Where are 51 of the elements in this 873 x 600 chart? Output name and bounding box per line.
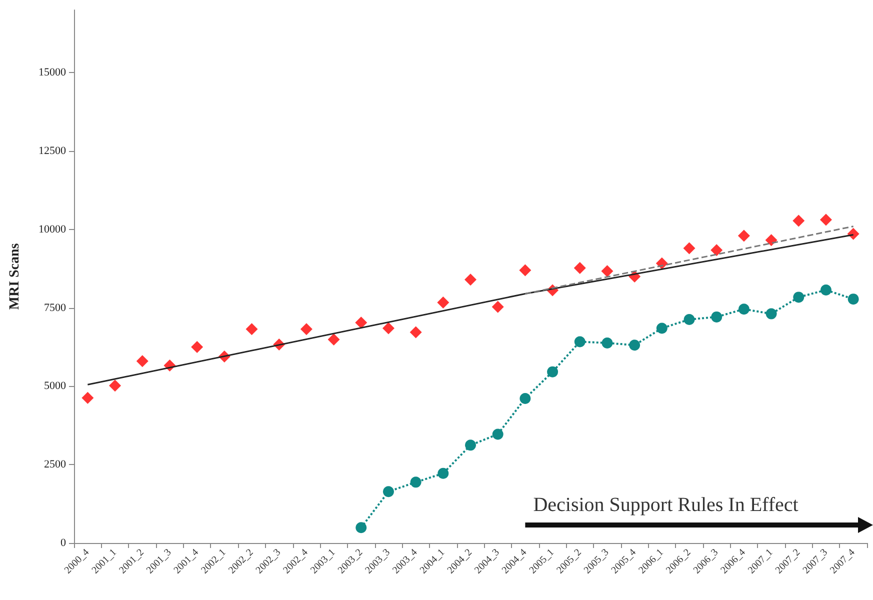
- point: [547, 366, 558, 378]
- point: [492, 300, 504, 313]
- point: [465, 440, 476, 451]
- point: [328, 334, 340, 346]
- point: [765, 234, 778, 246]
- point: [574, 336, 586, 348]
- point: [820, 284, 832, 296]
- point: [684, 314, 695, 325]
- point: [109, 380, 122, 392]
- point: [300, 323, 312, 336]
- point: [656, 322, 668, 334]
- point: [355, 316, 368, 329]
- point: [710, 244, 723, 256]
- point: [820, 214, 832, 226]
- point: [792, 214, 805, 227]
- y-tick-label: 12500: [38, 145, 66, 158]
- y-tick-label: 2500: [44, 458, 66, 471]
- point: [492, 428, 504, 440]
- point: [82, 392, 94, 404]
- y-axis-title: MRI Scans: [8, 242, 22, 310]
- point: [847, 228, 860, 240]
- point: [519, 264, 532, 276]
- point: [136, 355, 148, 368]
- y-tick-label: 0: [60, 537, 66, 549]
- point: [683, 242, 696, 254]
- point: [738, 230, 750, 242]
- point: [520, 392, 531, 404]
- y-tick-label: 10000: [38, 223, 66, 236]
- point: [601, 265, 614, 278]
- y-tick-label: 7500: [44, 302, 66, 314]
- point: [410, 476, 422, 488]
- point: [437, 296, 450, 309]
- point: [602, 337, 613, 348]
- point: [629, 340, 640, 351]
- point: [382, 486, 394, 498]
- point: [574, 262, 586, 274]
- point: [848, 294, 859, 305]
- point: [766, 308, 777, 320]
- annotation: Decision Support Rules In Effect: [533, 494, 798, 517]
- point: [382, 322, 394, 334]
- point: [191, 341, 204, 354]
- point: [711, 311, 722, 322]
- point: [738, 304, 750, 315]
- point: [793, 292, 804, 303]
- point: [410, 326, 422, 338]
- point: [356, 522, 367, 534]
- point: [438, 468, 449, 479]
- y-tick-label: 15000: [38, 66, 66, 79]
- point: [246, 323, 258, 336]
- point: [464, 274, 476, 286]
- y-tick-label: 5000: [44, 380, 66, 392]
